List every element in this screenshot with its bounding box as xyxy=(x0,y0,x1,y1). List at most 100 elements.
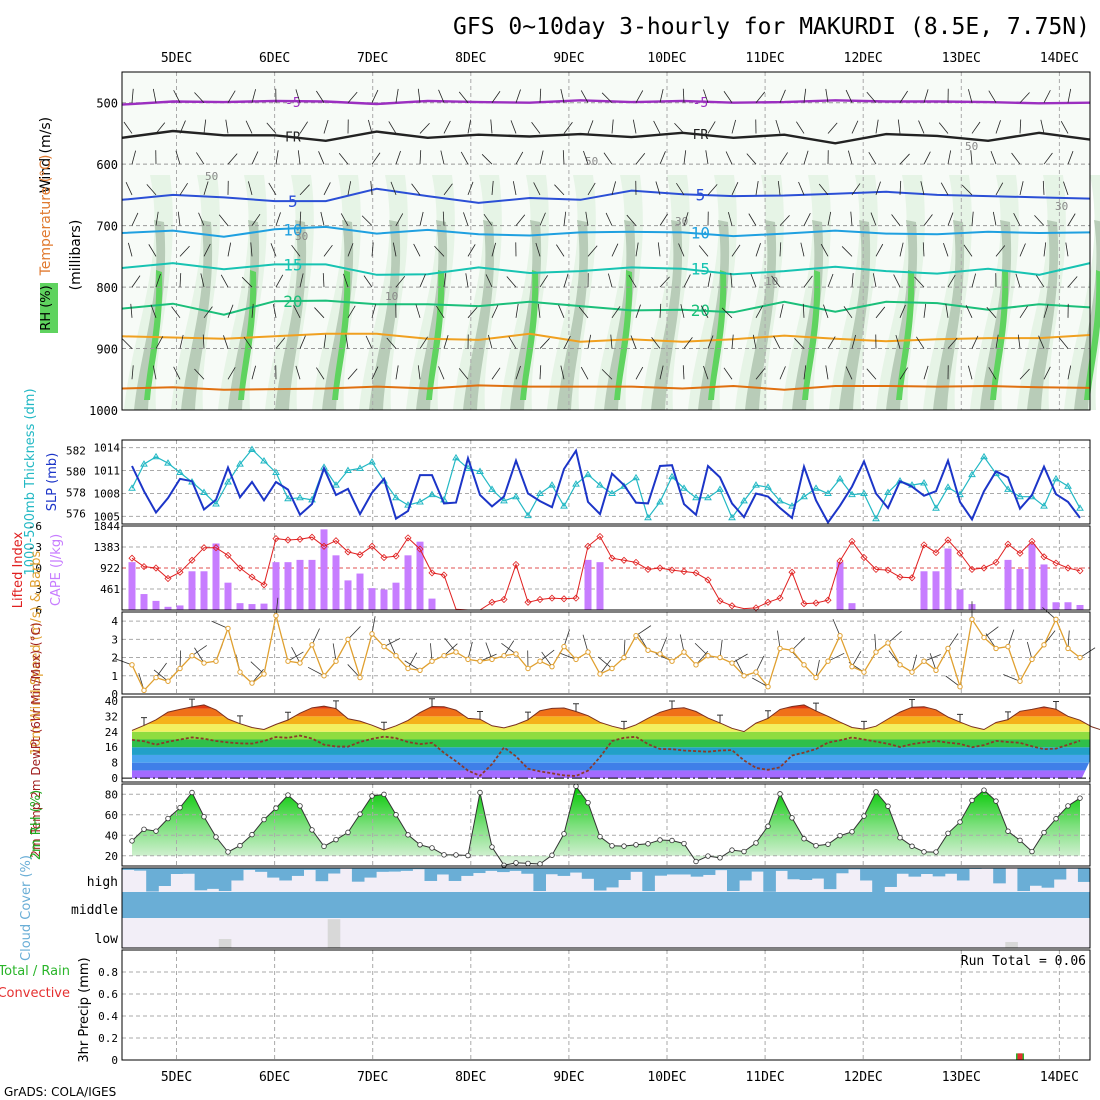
wind10-point xyxy=(165,678,171,684)
wind-barb xyxy=(556,244,565,257)
temp-minmax-bar xyxy=(525,711,531,720)
cloud-bar-middle xyxy=(1077,892,1091,918)
lifted-index-point xyxy=(788,568,796,576)
lifted-tick-label: 3 xyxy=(35,541,42,554)
rh-point xyxy=(309,827,315,833)
wind10-barb xyxy=(827,652,845,662)
cloud-bar-middle xyxy=(581,892,595,918)
wind-barb xyxy=(611,181,617,196)
cloud-bar-high xyxy=(956,868,970,881)
wind-barb xyxy=(175,150,181,165)
cloud-bar-middle xyxy=(932,892,946,918)
lifted-index-point xyxy=(224,551,232,559)
thickness-point xyxy=(152,452,160,460)
lifted-index-point xyxy=(968,565,976,573)
wind10-barb xyxy=(541,651,553,667)
cloud-bar-middle xyxy=(618,892,631,918)
cape-bar xyxy=(392,582,400,610)
temp-contour-line xyxy=(121,129,1091,145)
wind-barb xyxy=(413,243,421,257)
temp-band xyxy=(132,716,1090,725)
thickness-point xyxy=(128,484,136,491)
wind-barb xyxy=(1015,273,1021,288)
wind10-barb xyxy=(851,650,862,667)
lifted-tick-label: 0 xyxy=(35,562,42,575)
wind-barb xyxy=(297,150,301,165)
rh-point xyxy=(645,841,651,847)
thickness-point xyxy=(140,460,148,467)
wind10-barb xyxy=(635,625,652,637)
wind10-barb xyxy=(945,675,961,688)
wind-barb xyxy=(1067,276,1078,288)
wind10-point xyxy=(705,653,711,659)
rh-point xyxy=(477,789,483,796)
temp-contour-label: 10 xyxy=(283,220,302,239)
wind-barb xyxy=(632,119,637,134)
rh-point xyxy=(681,840,687,847)
cloud-bar-middle xyxy=(908,892,922,918)
thickness-point xyxy=(584,470,592,478)
precip-tick-label: 0.4 xyxy=(98,1010,118,1023)
rh-point xyxy=(513,860,519,866)
date-label-bottom: 14DEC xyxy=(1040,1070,1079,1085)
thickness-point xyxy=(476,467,484,474)
cloud-bar-middle xyxy=(1065,892,1079,918)
wind-barb xyxy=(1019,305,1028,319)
wind-barb xyxy=(515,365,521,380)
date-label-bottom: 10DEC xyxy=(647,1070,686,1085)
wind10-point xyxy=(273,612,279,619)
rh-point xyxy=(501,862,507,868)
cloud-bar-high xyxy=(436,868,450,875)
lifted-ylabel: Lifted Index xyxy=(11,531,26,608)
temp-minmax-bar xyxy=(909,699,915,708)
wind-barb xyxy=(967,89,973,103)
wind10-barb xyxy=(832,618,841,636)
wind-barb xyxy=(899,180,902,195)
cloud-bar-high xyxy=(279,868,292,881)
wind-barb xyxy=(1058,337,1069,349)
rh-point xyxy=(453,852,459,858)
wind-barb xyxy=(611,243,619,257)
wind-barb xyxy=(1067,150,1074,165)
wind-barb xyxy=(1019,119,1022,134)
rh-contour-mid xyxy=(275,220,307,410)
wind10-point xyxy=(885,640,891,646)
wind-barb xyxy=(845,89,853,103)
wind-barb xyxy=(755,242,761,257)
rh-point xyxy=(225,849,231,855)
lifted-index-point xyxy=(656,564,664,572)
wind10-barb xyxy=(659,637,668,655)
slp-tick-label: 1005 xyxy=(94,510,121,523)
wind10-point xyxy=(465,656,471,663)
wind10-barb xyxy=(815,659,820,678)
wind10-barb xyxy=(777,630,781,649)
cloud-bar-middle xyxy=(376,892,389,918)
wind10-point xyxy=(873,649,879,655)
wind-barb xyxy=(1019,92,1030,104)
wind-barb xyxy=(390,181,397,196)
thickness-point xyxy=(692,493,700,501)
temp-minmax-bar xyxy=(141,717,147,726)
wind-barb xyxy=(227,367,236,380)
wind-barb xyxy=(827,273,834,288)
date-label-top: 14DEC xyxy=(1040,51,1079,66)
wind10-barb xyxy=(582,634,589,653)
cloud-bar-high xyxy=(170,868,183,874)
slp-tick-label: 1008 xyxy=(94,487,121,500)
wind-barb xyxy=(1038,335,1045,349)
wind-barb xyxy=(563,273,569,288)
temp-contour-line xyxy=(121,187,1091,204)
wind-barb xyxy=(965,304,973,318)
cloud-bar-high xyxy=(763,868,776,892)
wind-barb xyxy=(635,153,646,165)
thickness-point xyxy=(236,460,244,467)
wind-barb xyxy=(417,365,421,380)
wind10-point xyxy=(561,643,567,650)
wind10-barb xyxy=(539,649,555,662)
wind10-barb xyxy=(597,656,613,669)
rh-contour-mid xyxy=(698,220,730,410)
wind-barb xyxy=(1043,152,1053,165)
temp-tick-label: 40 xyxy=(105,695,118,708)
lifted-index-point xyxy=(1016,549,1024,557)
wind10-barb xyxy=(731,653,748,664)
